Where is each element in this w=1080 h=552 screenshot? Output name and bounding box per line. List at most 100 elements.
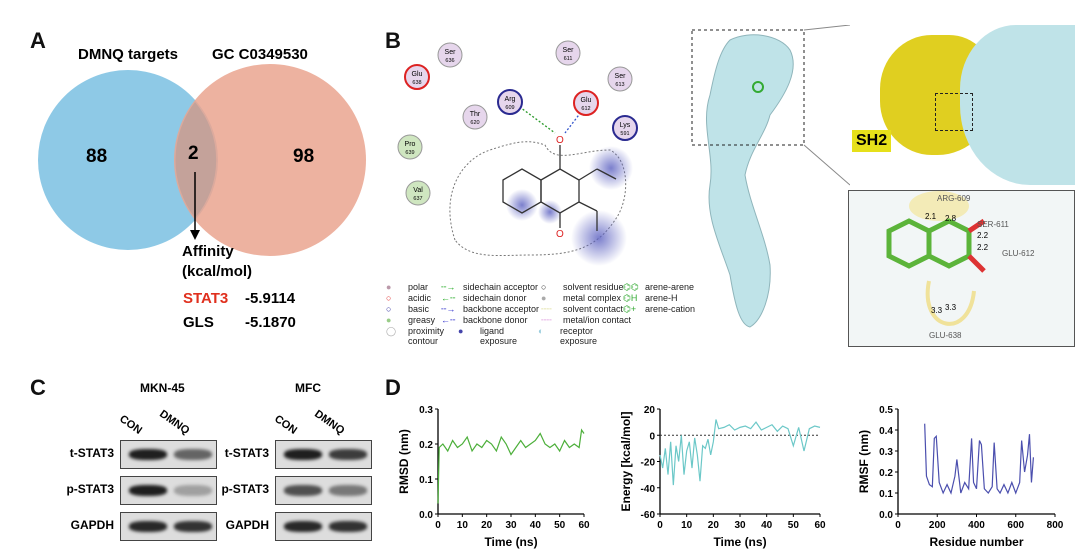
residue-number: 612 — [581, 106, 590, 112]
ligand-interaction-diagram: O O Ser 636 Ser 611 Glu 638 Ser 613 Arg 609 Glu 612… — [397, 40, 638, 266]
cell-line-title: MFC — [295, 381, 321, 395]
legend-symbol-icon: ● — [386, 315, 392, 325]
x-tick-label: 10 — [681, 520, 693, 531]
legend-label: solvent contact — [563, 304, 624, 314]
residue-name: Val — [413, 187, 423, 194]
protein-band — [129, 521, 167, 532]
legend-symbol-icon: ⌬+ — [623, 304, 637, 314]
lane-label: CON — [272, 413, 300, 437]
venn-left-title: DMNQ targets — [78, 46, 179, 63]
y-tick-label: 0.1 — [879, 489, 893, 500]
affinity-row-name: STAT3 — [183, 290, 229, 307]
residue-number: 639 — [405, 150, 414, 156]
residue-glu-638: Glu 638 — [404, 64, 430, 90]
distance-label: 2.8 — [945, 214, 957, 223]
residue-glu-612: Glu 612 — [573, 90, 599, 116]
legend-label: backbone donor — [463, 315, 528, 325]
x-tick-label: 10 — [457, 520, 469, 531]
venn-overlap — [175, 102, 217, 218]
x-tick-label: 40 — [530, 520, 542, 531]
zoom-region-box — [691, 29, 805, 146]
sh2-zoom-view: SH2 — [850, 25, 1075, 187]
residue-number: 620 — [470, 120, 479, 126]
protein-surface-view — [691, 25, 850, 328]
legend-item: ○ solvent residue — [541, 282, 624, 292]
venn-diagram — [38, 64, 366, 256]
residue-number: 609 — [505, 105, 514, 111]
panel-label-b: B — [385, 28, 401, 53]
y-tick-label: 0.3 — [419, 405, 433, 416]
series-line — [659, 419, 821, 486]
x-tick-label: 50 — [554, 520, 566, 531]
residue-number: 637 — [413, 196, 422, 202]
legend-label: proximity — [408, 326, 445, 336]
distance-label: 2.1 — [925, 212, 937, 221]
protein-band — [329, 449, 367, 460]
legend-item: ╌→ sidechain acceptor — [441, 282, 538, 293]
x-tick-label: 60 — [578, 520, 590, 531]
protein-band — [329, 521, 367, 532]
residue-name: Pro — [405, 141, 416, 148]
oxygen-stick — [967, 254, 986, 273]
legend-item: ⌬+ arene-cation — [623, 304, 695, 315]
x-tick-label: 20 — [708, 520, 720, 531]
legend-label: contour — [408, 336, 439, 346]
binding-site-box — [935, 93, 973, 131]
legend-item: ⌬⌬ arene-arene — [623, 282, 694, 293]
legend-label: arene-H — [645, 293, 678, 303]
legend-label: exposure — [560, 336, 598, 346]
legend-label: sidechain donor — [463, 293, 527, 303]
residue-name: Thr — [470, 111, 481, 118]
ligand-exposure — [538, 200, 562, 224]
y-tick-label: 0.2 — [879, 468, 893, 479]
blot-row-label: p-STAT3 — [221, 482, 269, 496]
legend-label: sidechain acceptor — [463, 282, 539, 292]
blot-strip — [275, 476, 372, 505]
residue-pro-639: Pro 639 — [397, 134, 423, 160]
oxygen-stick — [967, 218, 986, 234]
cell-line-title: MKN-45 — [140, 381, 185, 395]
affinity-unit: (kcal/mol) — [182, 263, 253, 280]
blot-strip — [120, 512, 217, 541]
y-tick-label: 0.0 — [879, 510, 893, 521]
x-tick-label: 60 — [814, 520, 826, 531]
ligand-marker — [752, 81, 764, 93]
legend-label: polar — [408, 282, 429, 292]
ligand-exposure — [506, 189, 538, 221]
ligand-sticks — [886, 218, 972, 269]
legend-symbol-icon: ○ — [541, 282, 547, 292]
legend-label: ligand — [480, 326, 505, 336]
residue-thr-620: Thr 620 — [462, 104, 488, 130]
venn-left-count: 88 — [86, 146, 108, 167]
residue-name: Ser — [563, 47, 575, 54]
x-tick-label: 0 — [895, 520, 901, 531]
stat3-surface — [960, 25, 1075, 185]
y-tick-label: 0 — [649, 431, 655, 442]
residue-name: Arg — [505, 96, 516, 103]
legend-symbol-icon: ←╌ — [441, 315, 456, 325]
blot-row-label: t-STAT3 — [224, 446, 269, 460]
legend-symbol-icon: ● — [458, 326, 464, 336]
legend-symbol-icon: ⌬⌬ — [623, 282, 639, 292]
lane-label: DMNQ — [312, 408, 347, 438]
residue-number: 611 — [564, 56, 573, 62]
protein-band — [129, 449, 167, 460]
binding-pose-view: ARG-609 SER-611 GLU-612 GLU-638 2.1 2.8 … — [848, 190, 1075, 347]
panel-label-c: C — [30, 375, 46, 400]
y-tick-label: 0.0 — [419, 510, 433, 521]
protein-band — [284, 449, 322, 460]
x-tick-label: 400 — [968, 520, 985, 531]
residue-name: Glu — [412, 71, 423, 78]
legend-symbol-icon: ⌬H — [623, 293, 638, 303]
panel-label-d: D — [385, 375, 401, 400]
protein-band — [129, 485, 167, 496]
residue-arg-609: Arg 609 — [497, 89, 523, 115]
x-tick-label: 200 — [929, 520, 946, 531]
blot-strip — [275, 440, 372, 469]
md-charts: 0 10 20 30 40 50 60 0.0 0.1 0.2 0.3 Time (ns) RMSD (… — [397, 405, 1064, 549]
x-tick-label: 30 — [734, 520, 746, 531]
blot-row-label: t-STAT3 — [69, 446, 114, 460]
residue-name: Ser — [445, 49, 457, 56]
legend-label: backbone acceptor — [463, 304, 540, 314]
